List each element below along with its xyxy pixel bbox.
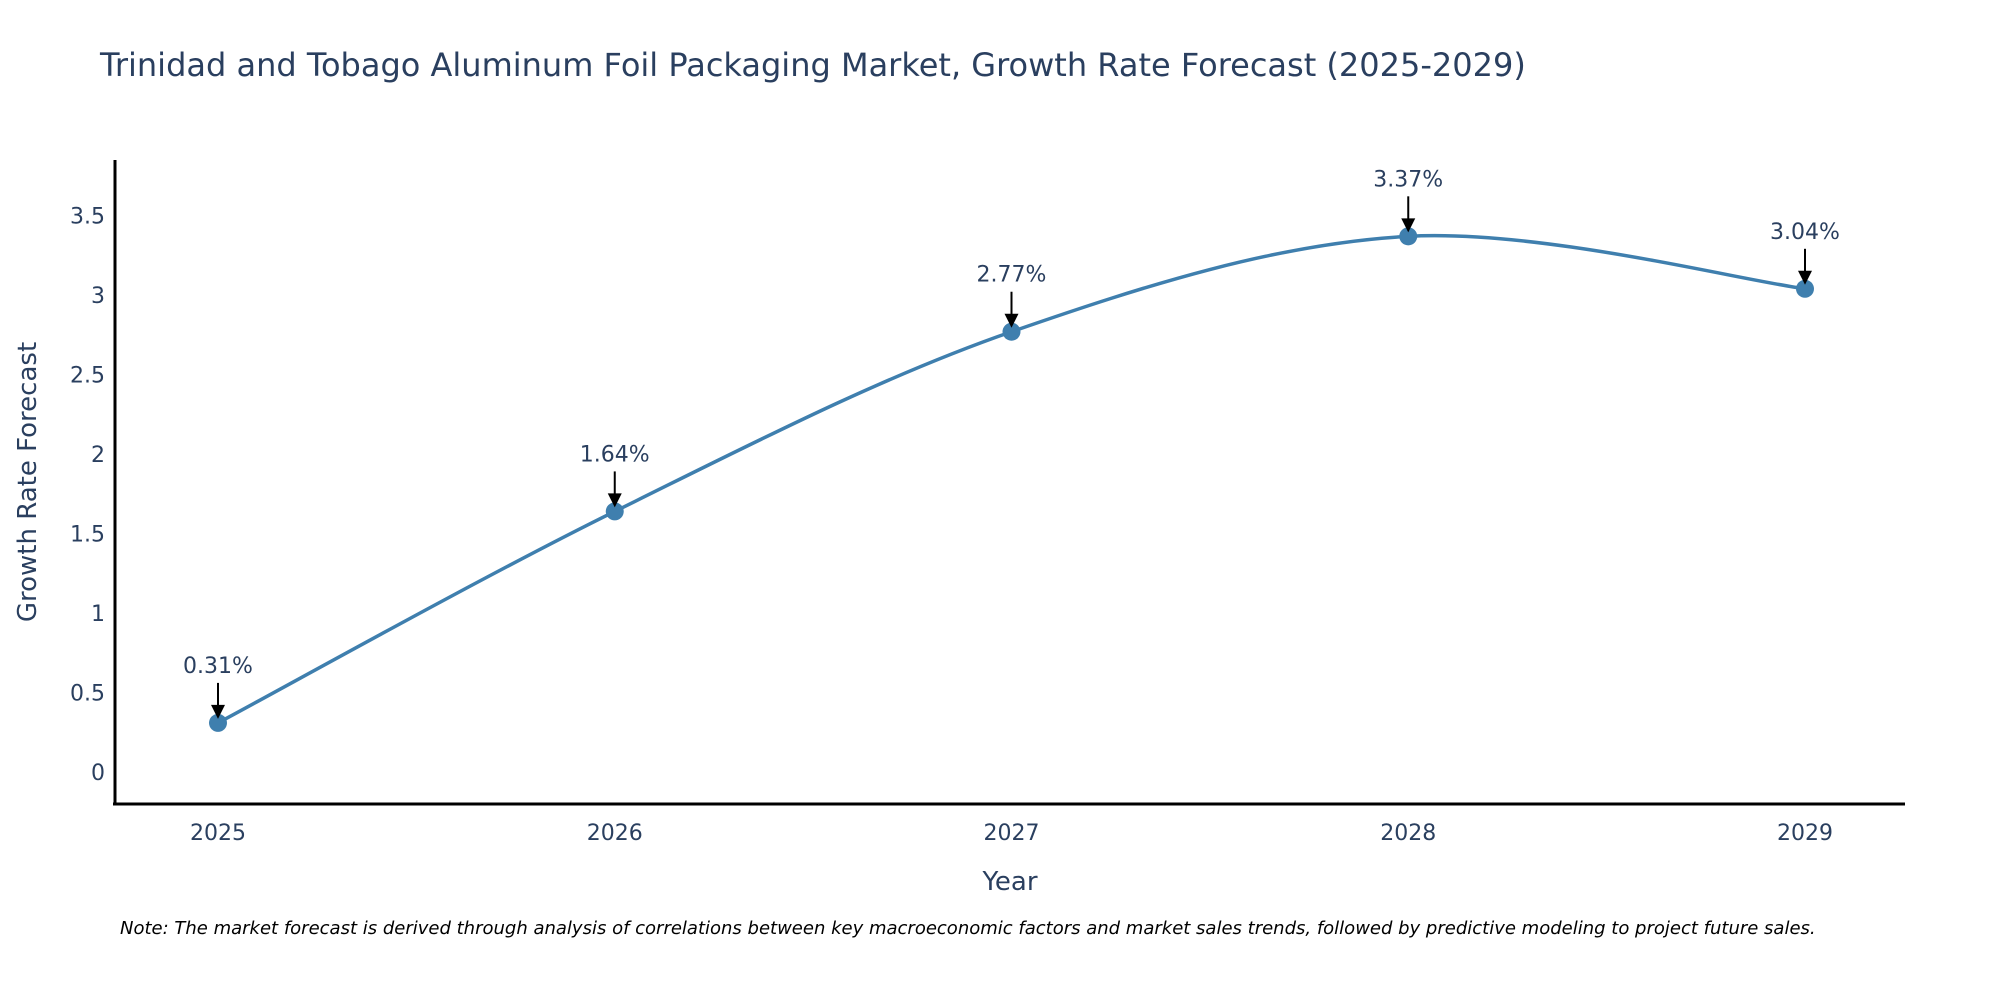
y-tick-label: 0.5: [70, 682, 105, 707]
data-label: 3.04%: [1770, 220, 1840, 245]
annotation-arrowhead: [1798, 270, 1812, 285]
plot-area: 0.31% 1.64% 2.77% 3.37% 3.04%: [183, 167, 1840, 732]
x-tick-labels: 2025 2026 2027 2028 2029: [190, 821, 1833, 846]
data-label: 2.77%: [977, 263, 1047, 288]
y-tick-label: 1: [91, 602, 105, 627]
y-axis-title: Growth Rate Forecast: [13, 342, 43, 622]
y-tick-labels: 0 0.5 1 1.5 2 2.5 3 3.5: [70, 205, 105, 787]
data-point: [1796, 279, 1814, 298]
annotation-arrowhead: [1401, 218, 1416, 233]
footnote: Note: The market forecast is derived thr…: [120, 918, 1816, 939]
x-axis-title: Year: [981, 867, 1037, 897]
data-label: 1.64%: [580, 442, 650, 467]
y-tick-label: 2: [91, 443, 105, 468]
data-label: 0.31%: [183, 654, 253, 679]
y-tick-label: 1.5: [70, 523, 105, 548]
data-annotations: 0.31% 1.64% 2.77% 3.37% 3.04%: [183, 167, 1840, 719]
y-tick-label: 2.5: [70, 364, 105, 389]
chart-title: Trinidad and Tobago Aluminum Foil Packag…: [100, 46, 1526, 84]
data-points: [209, 227, 1814, 732]
data-point: [1002, 322, 1021, 341]
x-tick-label: 2025: [190, 821, 246, 846]
annotation-arrowhead: [211, 704, 225, 719]
y-tick-label: 3.5: [70, 205, 105, 230]
y-tick-label: 0: [91, 761, 105, 786]
data-point: [1399, 227, 1418, 246]
annotation-arrowhead: [607, 493, 622, 508]
annotation-arrowhead: [1004, 313, 1019, 328]
x-tick-label: 2027: [984, 821, 1040, 846]
data-point: [209, 713, 227, 732]
y-tick-label: 3: [91, 284, 105, 309]
data-point: [605, 502, 624, 521]
data-label: 3.37%: [1373, 167, 1443, 192]
x-tick-label: 2026: [587, 821, 643, 846]
x-tick-label: 2028: [1380, 821, 1436, 846]
x-tick-label: 2029: [1777, 821, 1833, 846]
axes: [113, 160, 1905, 806]
